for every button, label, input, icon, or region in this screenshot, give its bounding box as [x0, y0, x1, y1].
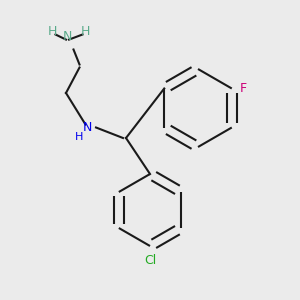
Text: H: H	[75, 131, 84, 142]
Text: H: H	[81, 25, 90, 38]
Text: Cl: Cl	[144, 254, 156, 266]
Text: N: N	[63, 30, 72, 43]
Text: F: F	[239, 82, 246, 95]
Text: N: N	[82, 121, 92, 134]
Text: H: H	[48, 25, 57, 38]
